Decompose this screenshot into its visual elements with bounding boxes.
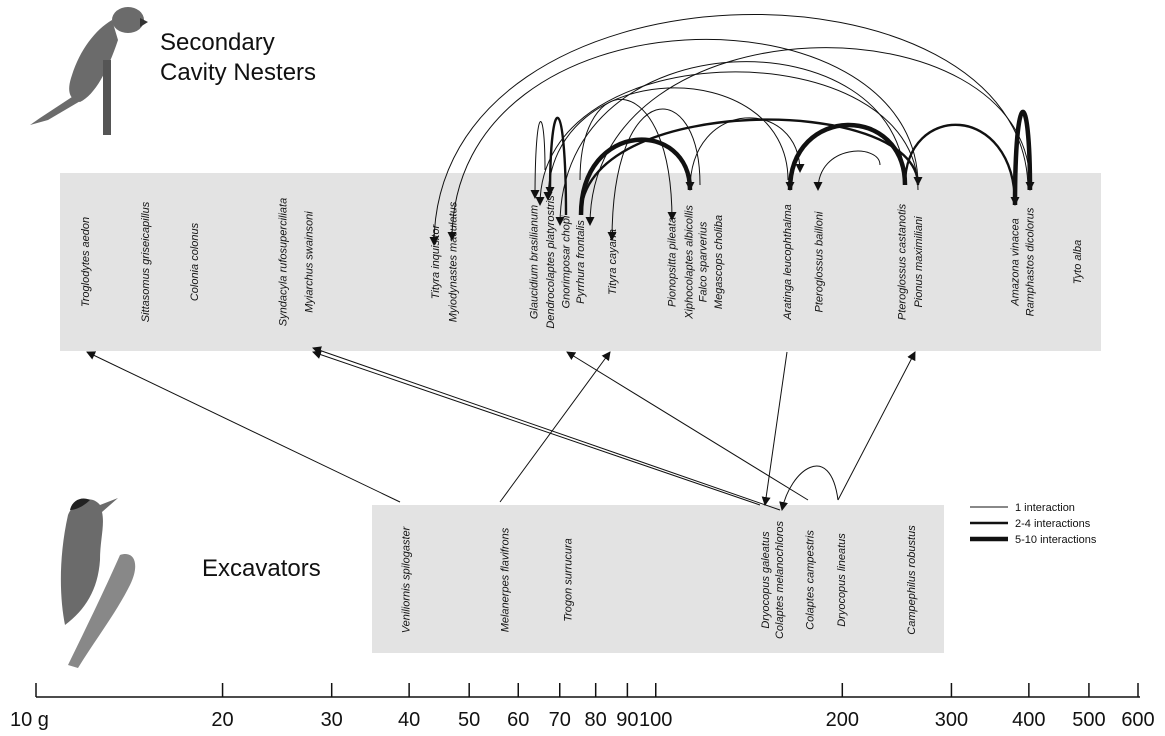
figure: Secondary Cavity Nesters Excavators 1 in…: [0, 0, 1165, 736]
species-label: Pyrrhura frontalis: [575, 220, 587, 304]
x-tick-label: 60: [507, 709, 529, 731]
species-label: Tityra inquisitor: [430, 223, 442, 299]
species-label: Aratinga leucophthalma: [782, 204, 794, 321]
x-tick-label: 70: [549, 709, 571, 731]
species-label: Gnorimposar chopi: [560, 215, 572, 308]
interaction-line: [313, 352, 760, 505]
legend-label: 5-10 interactions: [1015, 534, 1097, 546]
excavators-title: Excavators: [202, 555, 321, 582]
species-label: Veniliornis spilogaster: [401, 525, 413, 633]
interaction-arc: [782, 466, 838, 510]
species-label: Dryocopus galeatus: [760, 531, 772, 629]
x-tick-label: 300: [935, 709, 968, 731]
x-tick-label: 90: [616, 709, 638, 731]
x-tick-label: 80: [585, 709, 607, 731]
species-label: Pionus maximiliani: [913, 216, 925, 308]
species-label: Trogon surrucura: [562, 538, 574, 622]
species-label: Megascops choliba: [713, 215, 725, 309]
legend-label: 2-4 interactions: [1015, 518, 1091, 530]
species-label: Troglodytes aedon: [80, 217, 92, 307]
species-label: Pteroglossus castanotis: [896, 203, 908, 320]
species-label: Amazona vinacea: [1009, 218, 1021, 306]
secondary-title: Cavity Nesters: [160, 59, 316, 86]
species-label: Colaptes campestris: [804, 530, 816, 630]
x-tick-label: 30: [321, 709, 343, 731]
species-label: Sittasomus griseicapillus: [140, 201, 152, 322]
species-label: Dryocopus lineatus: [836, 533, 848, 627]
species-label: Tyto alba: [1072, 240, 1084, 284]
x-tick-label: 500: [1072, 709, 1105, 731]
species-label: Falco sparverius: [698, 221, 710, 302]
species-label: Xiphocolaptes albicollis: [684, 205, 696, 320]
species-label: Ramphastos dicolorus: [1025, 207, 1037, 316]
parrot-image: [30, 7, 148, 135]
excavator-box: [372, 505, 944, 653]
woodpecker-image: [61, 498, 135, 668]
species-label: Glaucidium brasilianum: [529, 205, 541, 319]
species-label: Colaptes melanochloros: [774, 520, 786, 639]
interaction-line: [313, 348, 780, 510]
interaction-line: [87, 352, 400, 502]
x-tick-label: 400: [1012, 709, 1045, 731]
species-label: Syndacyla rufosuperciliata: [278, 198, 290, 326]
species-label: Melanerpes flavifrons: [499, 527, 511, 632]
interaction-line: [838, 352, 915, 500]
species-label: Pionopsitta pileata: [666, 217, 678, 307]
species-label: Pteroglossus bailloni: [813, 211, 825, 312]
species-label: Campephilus robustus: [906, 525, 918, 635]
interaction-line: [500, 352, 610, 502]
x-tick-label: 20: [211, 709, 233, 731]
x-tick-label: 200: [826, 709, 859, 731]
species-label: Myiarchus swainsoni: [303, 211, 315, 313]
x-tick-label: 10 g: [10, 709, 49, 731]
species-label: Dendrocolaptes platyrostris: [545, 195, 557, 329]
x-tick-label: 40: [398, 709, 420, 731]
species-label: Myiodynastes maculatus: [448, 201, 460, 322]
x-tick-label: 50: [458, 709, 480, 731]
species-label: Tityra cayana: [607, 229, 619, 295]
species-label: Colonia colonus: [189, 222, 201, 301]
legend-label: 1 interaction: [1015, 502, 1075, 514]
x-tick-label: 100: [639, 709, 672, 731]
interaction-line: [765, 352, 787, 505]
x-tick-label: 600: [1121, 709, 1154, 731]
secondary-title: Secondary: [160, 29, 275, 56]
